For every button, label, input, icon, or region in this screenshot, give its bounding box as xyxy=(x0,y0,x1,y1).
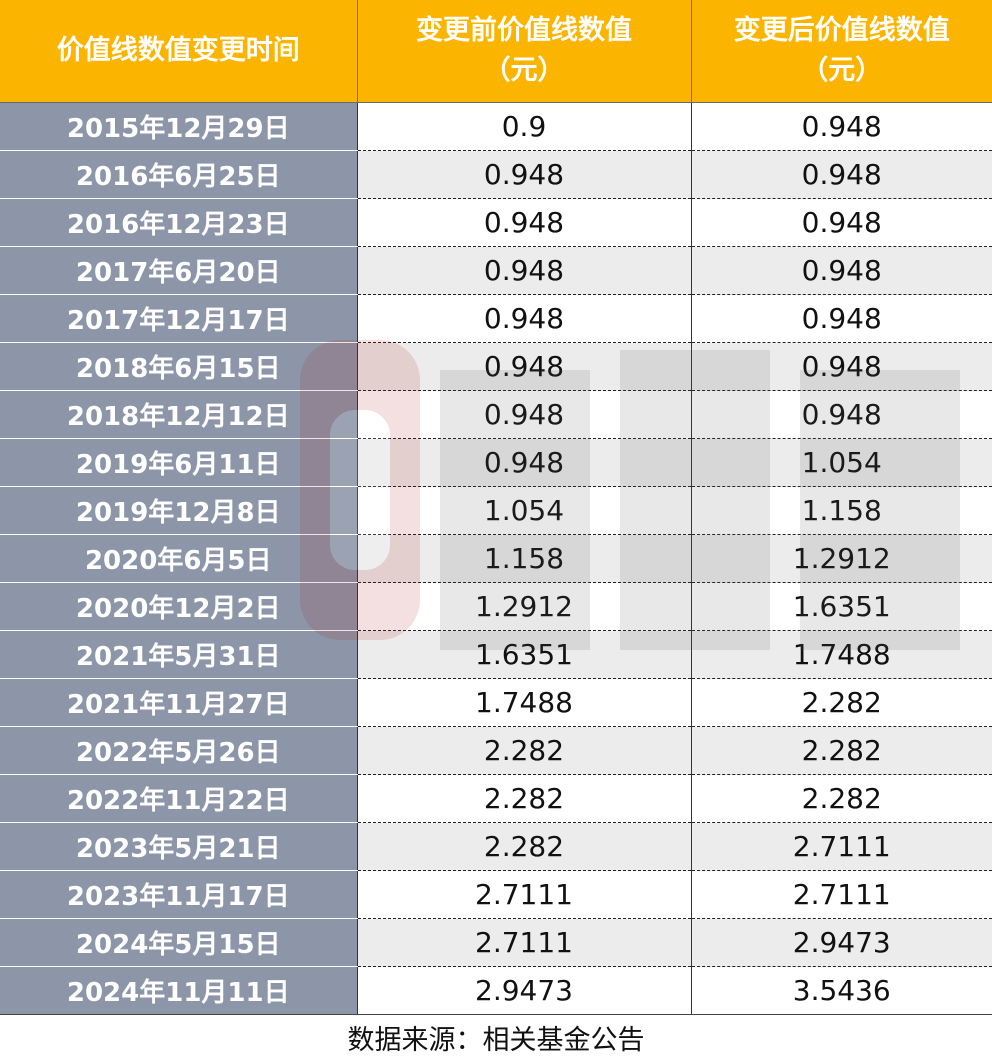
header-value-after-label: 变更后价值线数值 xyxy=(733,15,950,46)
change-date-cell: 2015年12月29日 xyxy=(0,102,358,151)
change-date-cell: 2016年6月25日 xyxy=(0,150,358,199)
data-source-note: 数据来源：相关基金公告 xyxy=(347,1025,645,1056)
value-after-cell: 1.6351 xyxy=(691,582,992,631)
value-before-cell: 2.7111 xyxy=(357,870,692,919)
value-before-cell: 0.948 xyxy=(357,342,692,391)
table-row: 2022年5月26日 2.282 2.282 xyxy=(0,726,992,775)
table-body: 2015年12月29日 0.9 0.948 2016年6月25日 0.948 0.948 2… xyxy=(0,102,992,1015)
value-after-cell: 0.948 xyxy=(691,150,992,199)
change-date-cell: 2017年6月20日 xyxy=(0,246,358,295)
change-date-cell: 2022年11月22日 xyxy=(0,774,358,823)
value-after-cell: 0.948 xyxy=(691,246,992,295)
table-row: 2024年11月11日 2.9473 3.5436 xyxy=(0,966,992,1015)
value-after-cell: 1.054 xyxy=(691,438,992,487)
change-date-cell: 2017年12月17日 xyxy=(0,294,358,343)
change-date-cell: 2024年11月11日 xyxy=(0,966,358,1015)
header-value-after: 变更后价值线数值 （元） xyxy=(691,0,992,103)
value-before-cell: 0.948 xyxy=(357,390,692,439)
header-value-before-unit: （元） xyxy=(483,55,565,86)
value-after-cell: 1.158 xyxy=(691,486,992,535)
change-date-cell: 2018年12月12日 xyxy=(0,390,358,439)
change-date-cell: 2024年5月15日 xyxy=(0,918,358,967)
value-after-cell: 0.948 xyxy=(691,102,992,151)
table-row: 2017年6月20日 0.948 0.948 xyxy=(0,246,992,295)
table-row: 2017年12月17日 0.948 0.948 xyxy=(0,294,992,343)
value-before-cell: 0.948 xyxy=(357,294,692,343)
change-date-cell: 2020年12月2日 xyxy=(0,582,358,631)
header-value-before: 变更前价值线数值 （元） xyxy=(357,0,692,103)
header-value-after-unit: （元） xyxy=(801,55,883,86)
header-value-before-label: 变更前价值线数值 xyxy=(416,15,632,46)
change-date-cell: 2023年11月17日 xyxy=(0,870,358,919)
value-after-cell: 0.948 xyxy=(691,390,992,439)
header-change-date: 价值线数值变更时间 xyxy=(0,0,358,103)
change-date-cell: 2019年6月11日 xyxy=(0,438,358,487)
value-after-cell: 2.9473 xyxy=(691,918,992,967)
value-before-cell: 2.282 xyxy=(357,726,692,775)
table-row: 2024年5月15日 2.7111 2.9473 xyxy=(0,918,992,967)
value-before-cell: 0.948 xyxy=(357,246,692,295)
table-row: 2018年12月12日 0.948 0.948 xyxy=(0,390,992,439)
table-row: 2020年12月2日 1.2912 1.6351 xyxy=(0,582,992,631)
value-after-cell: 1.2912 xyxy=(691,534,992,583)
value-after-cell: 2.282 xyxy=(691,678,992,727)
table-row: 2022年11月22日 2.282 2.282 xyxy=(0,774,992,823)
table-row: 2019年12月8日 1.054 1.158 xyxy=(0,486,992,535)
value-line-table-container: 价值线数值变更时间 变更前价值线数值 （元） 变更后价值线数值 （元） 2015… xyxy=(0,0,992,1015)
table-row: 2016年6月25日 0.948 0.948 xyxy=(0,150,992,199)
change-date-cell: 2023年5月21日 xyxy=(0,822,358,871)
value-before-cell: 1.2912 xyxy=(357,582,692,631)
table-row: 2016年12月23日 0.948 0.948 xyxy=(0,198,992,247)
table-row: 2021年5月31日 1.6351 1.7488 xyxy=(0,630,992,679)
value-after-cell: 0.948 xyxy=(691,342,992,391)
header-change-date-label: 价值线数值变更时间 xyxy=(56,35,300,66)
value-after-cell: 2.7111 xyxy=(691,870,992,919)
value-before-cell: 0.948 xyxy=(357,198,692,247)
change-date-cell: 2018年6月15日 xyxy=(0,342,358,391)
value-before-cell: 1.054 xyxy=(357,486,692,535)
table-row: 2023年5月21日 2.282 2.7111 xyxy=(0,822,992,871)
table-row: 2020年6月5日 1.158 1.2912 xyxy=(0,534,992,583)
table-row: 2015年12月29日 0.9 0.948 xyxy=(0,102,992,151)
value-after-cell: 2.282 xyxy=(691,774,992,823)
value-before-cell: 1.7488 xyxy=(357,678,692,727)
value-before-cell: 1.6351 xyxy=(357,630,692,679)
change-date-cell: 2020年6月5日 xyxy=(0,534,358,583)
value-before-cell: 1.158 xyxy=(357,534,692,583)
value-before-cell: 0.948 xyxy=(357,150,692,199)
change-date-cell: 2016年12月23日 xyxy=(0,198,358,247)
table-row: 2021年11月27日 1.7488 2.282 xyxy=(0,678,992,727)
value-before-cell: 0.948 xyxy=(357,438,692,487)
value-before-cell: 2.282 xyxy=(357,774,692,823)
value-after-cell: 0.948 xyxy=(691,198,992,247)
value-line-table: 价值线数值变更时间 变更前价值线数值 （元） 变更后价值线数值 （元） 2015… xyxy=(0,0,992,1015)
value-before-cell: 2.7111 xyxy=(357,918,692,967)
change-date-cell: 2022年5月26日 xyxy=(0,726,358,775)
value-after-cell: 2.7111 xyxy=(691,822,992,871)
value-after-cell: 2.282 xyxy=(691,726,992,775)
change-date-cell: 2021年5月31日 xyxy=(0,630,358,679)
table-header-row: 价值线数值变更时间 变更前价值线数值 （元） 变更后价值线数值 （元） xyxy=(0,0,992,103)
value-before-cell: 2.9473 xyxy=(357,966,692,1015)
value-before-cell: 2.282 xyxy=(357,822,692,871)
table-row: 2018年6月15日 0.948 0.948 xyxy=(0,342,992,391)
value-after-cell: 1.7488 xyxy=(691,630,992,679)
value-after-cell: 3.5436 xyxy=(691,966,992,1015)
table-row: 2019年6月11日 0.948 1.054 xyxy=(0,438,992,487)
table-row: 2023年11月17日 2.7111 2.7111 xyxy=(0,870,992,919)
value-before-cell: 0.9 xyxy=(357,102,692,151)
change-date-cell: 2021年11月27日 xyxy=(0,678,358,727)
value-after-cell: 0.948 xyxy=(691,294,992,343)
change-date-cell: 2019年12月8日 xyxy=(0,486,358,535)
